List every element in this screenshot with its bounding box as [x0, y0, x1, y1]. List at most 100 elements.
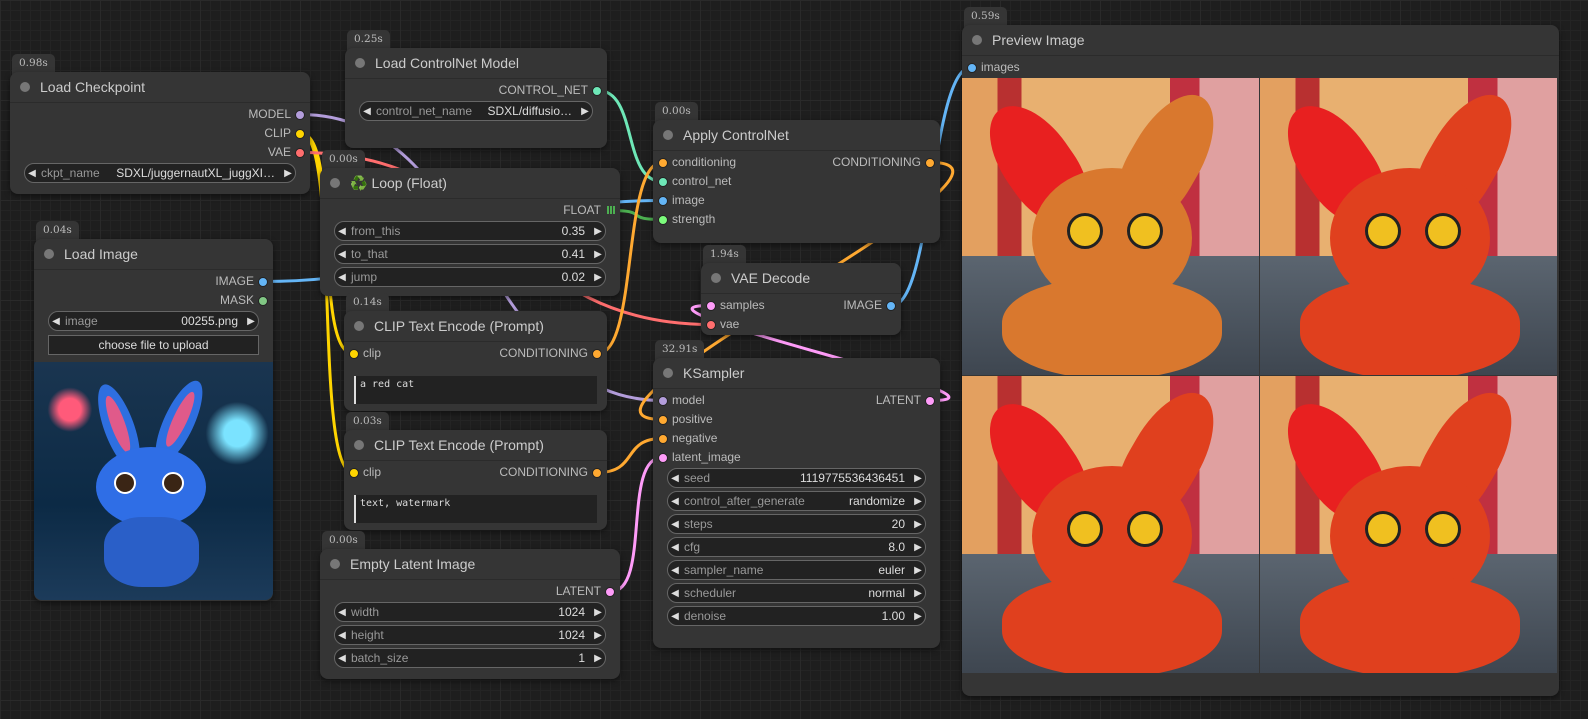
arrow-right-icon[interactable]: ▶ — [914, 541, 922, 553]
output-slot-LATENT[interactable]: LATENT — [876, 391, 940, 410]
arrow-left-icon[interactable]: ◀ — [671, 610, 679, 622]
prompt-textarea[interactable]: text, watermark — [354, 495, 597, 523]
arrow-right-icon[interactable]: ▶ — [594, 652, 602, 664]
input-slot-control_net[interactable]: control_net — [653, 172, 731, 191]
input-pin-icon[interactable] — [658, 434, 668, 444]
preview-image-thumbnail[interactable] — [962, 376, 1259, 673]
node-title-bar[interactable]: Load ControlNet Model — [345, 48, 607, 79]
input-pin-icon[interactable] — [658, 215, 668, 225]
node-vae[interactable]: VAE Decode samples vae IMAGE — [701, 263, 901, 335]
output-pin-icon[interactable] — [258, 296, 268, 306]
output-slot-FLOAT[interactable]: FLOAT — [563, 201, 620, 220]
preview-image-thumbnail[interactable] — [1260, 78, 1557, 375]
output-slot-CONTROL_NET[interactable]: CONTROL_NET — [499, 81, 607, 100]
widget-from_this[interactable]: ◀ from_this 0.35 ▶ — [334, 221, 606, 241]
output-slot-IMAGE[interactable]: IMAGE — [843, 296, 901, 315]
node-title-bar[interactable]: Apply ControlNet — [653, 120, 940, 151]
node-title-bar[interactable]: Load Image — [34, 239, 273, 270]
collapse-dot-icon[interactable] — [354, 440, 364, 450]
output-pin-icon[interactable] — [295, 148, 305, 158]
node-clip1[interactable]: CLIP Text Encode (Prompt) clip CONDITIONIN… — [344, 311, 607, 411]
input-slot-clip[interactable]: clip — [344, 463, 381, 482]
arrow-left-icon[interactable]: ◀ — [338, 225, 346, 237]
arrow-right-icon[interactable]: ▶ — [594, 271, 602, 283]
arrow-left-icon[interactable]: ◀ — [338, 271, 346, 283]
input-slot-images[interactable]: images — [962, 58, 1020, 77]
node-apply[interactable]: Apply ControlNet conditioning control_net i… — [653, 120, 940, 243]
widget-batch_size[interactable]: ◀ batch_size 1 ▶ — [334, 648, 606, 668]
output-slot-MODEL[interactable]: MODEL — [248, 105, 310, 124]
arrow-right-icon[interactable]: ▶ — [914, 495, 922, 507]
collapse-dot-icon[interactable] — [972, 35, 982, 45]
arrow-left-icon[interactable]: ◀ — [363, 105, 371, 117]
output-slot-MASK[interactable]: MASK — [220, 291, 273, 310]
output-slot-VAE[interactable]: VAE — [268, 143, 310, 162]
widget-scheduler[interactable]: ◀ scheduler normal ▶ — [667, 583, 926, 603]
input-slot-strength[interactable]: strength — [653, 210, 715, 229]
widget-cfg[interactable]: ◀ cfg 8.0 ▶ — [667, 537, 926, 557]
arrow-right-icon[interactable]: ▶ — [247, 315, 255, 327]
node-loadimg[interactable]: Load Image IMAGE MASK ◀ image 00255.png ▶ choos… — [34, 239, 273, 601]
input-pin-icon[interactable] — [349, 349, 359, 359]
widget-control_net_name[interactable]: ◀ control_net_name SDXL/diffusio… ▶ — [359, 101, 593, 121]
collapse-dot-icon[interactable] — [330, 178, 340, 188]
node-preview[interactable]: Preview Image images — [962, 25, 1559, 696]
collapse-dot-icon[interactable] — [355, 58, 365, 68]
arrow-right-icon[interactable]: ▶ — [914, 564, 922, 576]
input-pin-icon[interactable] — [658, 396, 668, 406]
arrow-left-icon[interactable]: ◀ — [671, 495, 679, 507]
input-pin-icon[interactable] — [658, 177, 668, 187]
arrow-left-icon[interactable]: ◀ — [671, 564, 679, 576]
output-slot-CONDITIONING[interactable]: CONDITIONING — [832, 153, 940, 172]
node-title-bar[interactable]: VAE Decode — [701, 263, 901, 294]
node-clip2[interactable]: CLIP Text Encode (Prompt) clip CONDITIONIN… — [344, 430, 607, 530]
output-pin-icon[interactable] — [592, 468, 602, 478]
node-latent[interactable]: Empty Latent Image LATENT ◀ width 1024 ▶ ◀ heig… — [320, 549, 620, 679]
arrow-right-icon[interactable]: ▶ — [284, 167, 292, 179]
input-pin-icon[interactable] — [658, 196, 668, 206]
collapse-dot-icon[interactable] — [663, 368, 673, 378]
input-pin-icon[interactable] — [706, 301, 716, 311]
arrow-right-icon[interactable]: ▶ — [594, 248, 602, 260]
grid-pin-icon[interactable] — [607, 206, 615, 214]
widget-width[interactable]: ◀ width 1024 ▶ — [334, 602, 606, 622]
preview-image-thumbnail[interactable] — [962, 78, 1259, 375]
arrow-left-icon[interactable]: ◀ — [338, 652, 346, 664]
widget-seed[interactable]: ◀ seed 1119775536436451 ▶ — [667, 468, 926, 488]
arrow-left-icon[interactable]: ◀ — [671, 587, 679, 599]
node-title-bar[interactable]: CLIP Text Encode (Prompt) — [344, 430, 607, 461]
node-title-bar[interactable]: CLIP Text Encode (Prompt) — [344, 311, 607, 342]
widget-height[interactable]: ◀ height 1024 ▶ — [334, 625, 606, 645]
input-pin-icon[interactable] — [658, 415, 668, 425]
collapse-dot-icon[interactable] — [44, 249, 54, 259]
arrow-left-icon[interactable]: ◀ — [671, 541, 679, 553]
collapse-dot-icon[interactable] — [354, 321, 364, 331]
input-slot-positive[interactable]: positive — [653, 410, 713, 429]
widget-to_that[interactable]: ◀ to_that 0.41 ▶ — [334, 244, 606, 264]
widget-sampler_name[interactable]: ◀ sampler_name euler ▶ — [667, 560, 926, 580]
arrow-right-icon[interactable]: ▶ — [594, 225, 602, 237]
output-slot-CONDITIONING[interactable]: CONDITIONING — [499, 463, 607, 482]
input-slot-latent_image[interactable]: latent_image — [653, 448, 741, 467]
arrow-right-icon[interactable]: ▶ — [594, 606, 602, 618]
collapse-dot-icon[interactable] — [663, 130, 673, 140]
node-loop[interactable]: ♻️ Loop (Float) FLOAT ◀ from_this 0.35 ▶ ◀ to_th… — [320, 168, 620, 296]
node-ckpt[interactable]: Load Checkpoint MODEL CLIP VAE ◀ ckpt_name SDX… — [10, 72, 310, 194]
arrow-right-icon[interactable]: ▶ — [914, 610, 922, 622]
input-pin-icon[interactable] — [967, 63, 977, 73]
preview-image-thumbnail[interactable] — [1260, 376, 1557, 673]
arrow-left-icon[interactable]: ◀ — [52, 315, 60, 327]
input-pin-icon[interactable] — [658, 453, 668, 463]
arrow-right-icon[interactable]: ▶ — [594, 629, 602, 641]
prompt-textarea[interactable]: a red cat — [354, 376, 597, 404]
arrow-left-icon[interactable]: ◀ — [338, 248, 346, 260]
node-title-bar[interactable]: KSampler — [653, 358, 940, 389]
arrow-left-icon[interactable]: ◀ — [338, 629, 346, 641]
output-pin-icon[interactable] — [886, 301, 896, 311]
node-title-bar[interactable]: Load Checkpoint — [10, 72, 310, 103]
upload-button[interactable]: choose file to upload — [48, 335, 259, 355]
input-slot-conditioning[interactable]: conditioning — [653, 153, 736, 172]
widget-jump[interactable]: ◀ jump 0.02 ▶ — [334, 267, 606, 287]
node-title-bar[interactable]: Preview Image — [962, 25, 1559, 56]
output-pin-icon[interactable] — [925, 158, 935, 168]
